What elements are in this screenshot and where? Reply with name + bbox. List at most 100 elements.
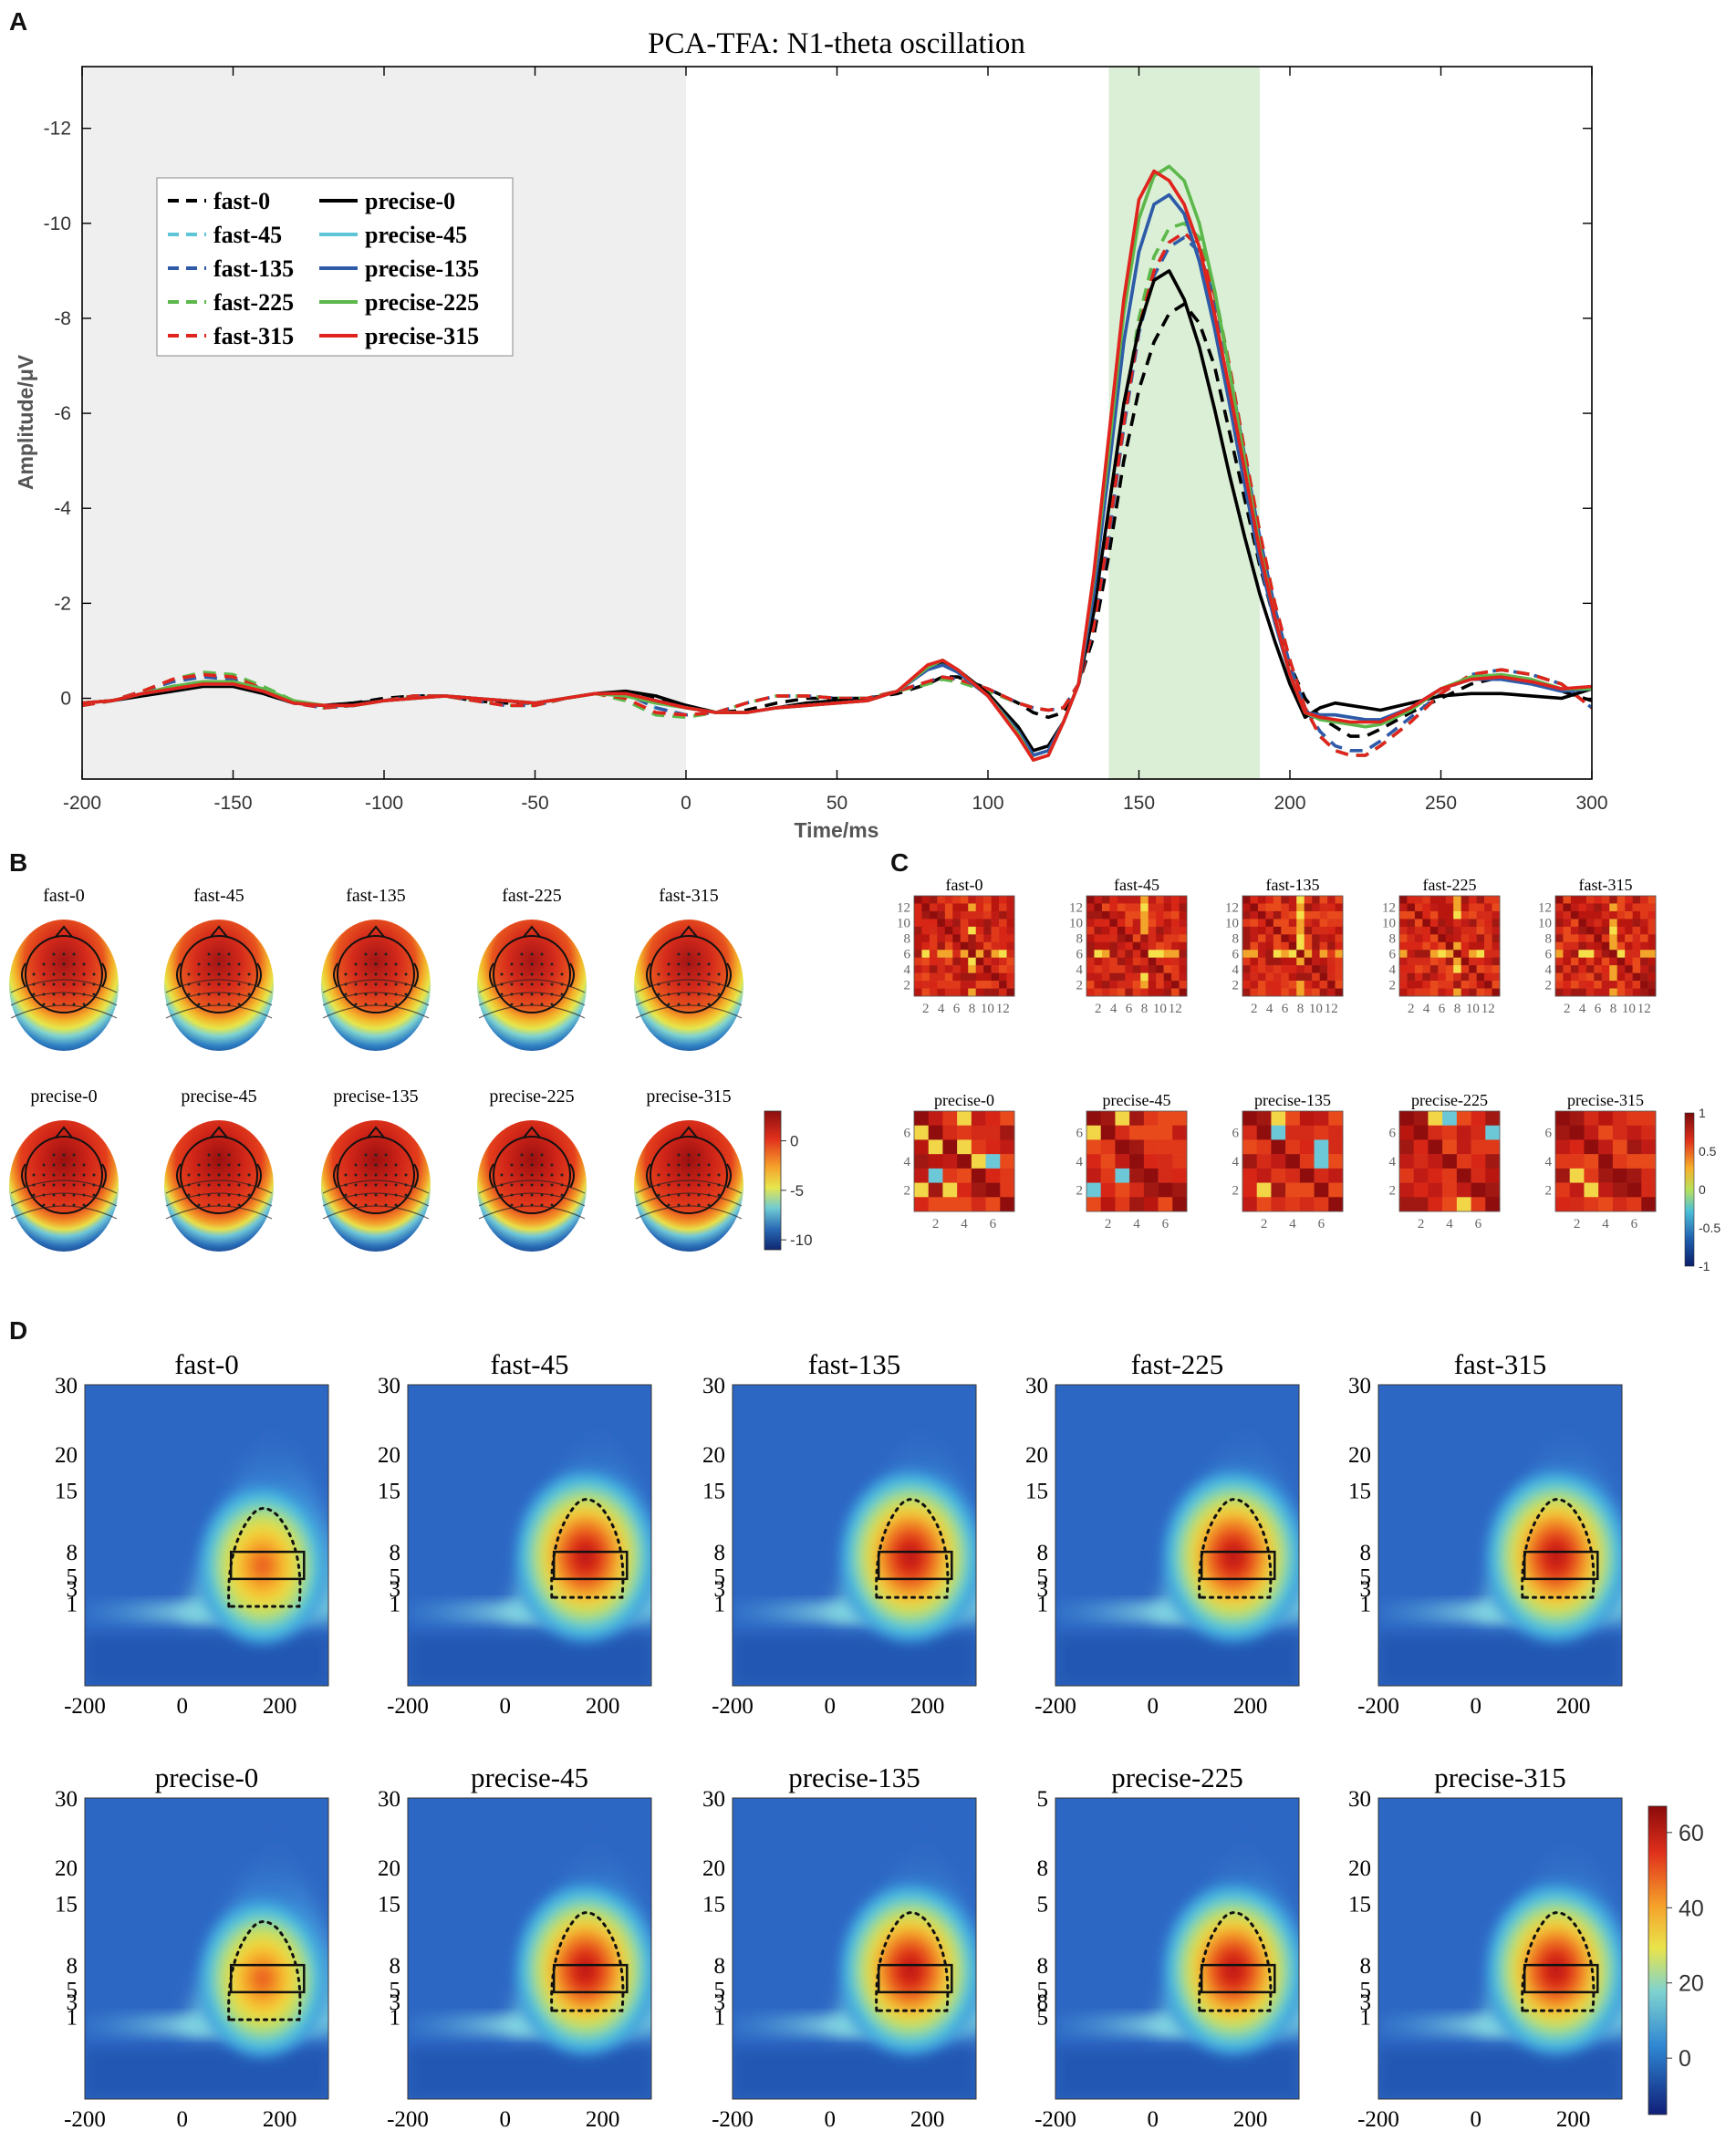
panel-label-c: C [890, 848, 910, 877]
topomap-fast-315: fast-315 [634, 886, 743, 1051]
matrix-xtick: 2 [1408, 1002, 1415, 1016]
matrix-title: fast-0 [946, 876, 983, 894]
x-tick-label: 200 [1273, 793, 1305, 814]
significance-contour [1521, 1498, 1596, 1599]
roi-box [1523, 1550, 1599, 1581]
matrix-ytick: 12 [1069, 901, 1083, 916]
topomap-fast-225: fast-225 [477, 886, 587, 1051]
y-tick-label: -8 [54, 308, 71, 329]
tf-ytick: 5 [1360, 1979, 1372, 2003]
tf-power-blob [510, 1878, 651, 2062]
panel-label-d: D [9, 1316, 28, 1345]
matrix-xtick: 4 [1110, 1002, 1117, 1016]
y-tick-label: -2 [54, 593, 71, 614]
colorbar-tick-label: -10 [790, 1232, 813, 1249]
matrix-ytick: 6 [904, 1127, 911, 1141]
nose-outline [210, 1126, 228, 1138]
tf-ytick: 3 [714, 1577, 726, 1602]
matrix-ytick: 4 [1545, 962, 1553, 977]
ear-outline [101, 962, 107, 988]
tf-ytick: 3 [67, 1990, 78, 2015]
nose-outline [367, 925, 385, 938]
tf-xtick: 0 [1148, 2107, 1159, 2132]
tf-colorbar-ticks: 60 40 20 0 [1667, 1821, 1704, 2072]
tf-xtick: -200 [64, 1694, 106, 1719]
tf-ytick: 5 [1037, 1787, 1049, 1812]
matrix-ytick: 8 [1076, 932, 1084, 947]
significance-contour [1198, 1498, 1273, 1599]
tf-ytick: 8 [67, 1954, 78, 1979]
matrix-xtick: 12 [1169, 1002, 1182, 1016]
tf-xtick: -200 [387, 1694, 429, 1719]
matrix-title: fast-315 [1579, 876, 1633, 894]
panel-a-line-chart: -200 -150 -100 -50 0 50 100 150 200 250 300 -12-10… [14, 27, 1608, 842]
tf-ytick: 5 [714, 1565, 726, 1590]
topomap-precise-0: precise-0 [9, 1086, 119, 1252]
matrix-xtick: 4 [1579, 1002, 1586, 1016]
matrix-xtick: 4 [961, 1217, 968, 1232]
tf-ytick: 5 [1037, 1979, 1049, 2003]
panel-label-a: A [9, 7, 28, 36]
tf-ytick: 5 [1037, 1565, 1049, 1590]
x-tick-label: -200 [63, 793, 101, 814]
matrix-ytick: 6 [1232, 947, 1240, 961]
matrix-ytick: 12 [1382, 901, 1396, 916]
matrix-precise-225: precise-225 6 4 2 2 4 6 [1389, 1091, 1501, 1232]
x-tick-label: 0 [681, 793, 691, 814]
significance-contour [1198, 1911, 1273, 2012]
tf-ytick: 8 [67, 1541, 78, 1565]
y-axis-ticks: -12 -10 -8 -6 -4 -2 0 [44, 119, 1592, 709]
tf-ytick: 1 [714, 1592, 726, 1616]
matrix-ytick: 10 [1538, 917, 1552, 931]
matrix-ytick: 6 [1545, 1127, 1553, 1141]
ear-outline [21, 1163, 26, 1189]
tf-ytick: 15 [702, 1893, 725, 1918]
x-tick-label: 250 [1425, 793, 1457, 814]
matrix-title: precise-225 [1411, 1091, 1488, 1109]
matrix-ytick: 2 [1389, 978, 1397, 993]
matrix-xtick: 2 [1261, 1217, 1268, 1232]
matrix-ytick: 6 [1076, 1127, 1084, 1141]
tf-xtick: -200 [1034, 2107, 1076, 2132]
nose-outline [55, 925, 73, 938]
tf-ytick: 15 [55, 1480, 78, 1504]
ear-outline [489, 962, 494, 988]
legend-label: fast-225 [213, 289, 294, 316]
matrix-xtick: 2 [922, 1002, 930, 1016]
matrix-xtick: 2 [1564, 1002, 1571, 1016]
legend-label: precise-45 [365, 222, 467, 248]
topomap-colorbar [764, 1110, 782, 1251]
y-axis-label: Amplitude/μV [14, 354, 37, 490]
topomap-title: precise-315 [646, 1086, 731, 1107]
topomap-precise-225: precise-225 [477, 1086, 587, 1252]
tf-xtick: 200 [263, 1694, 297, 1719]
legend: fast-0 fast-45 fast-135 fast-225 fast-315 pre… [156, 177, 514, 357]
tf-ytick: 3 [714, 1990, 726, 2015]
tf-ytick: 8 [714, 1541, 726, 1565]
significance-contour [875, 1498, 950, 1599]
matrix-xtick: 12 [1325, 1002, 1338, 1016]
matrix-xtick: 12 [1481, 1002, 1495, 1016]
matrix-ytick: 6 [904, 947, 911, 961]
tf-map-title: fast-0 [174, 1348, 239, 1380]
roi-box [1523, 1963, 1599, 1994]
tf-ytick: 5 [67, 1979, 78, 2003]
tf-ytick: 15 [1025, 1480, 1048, 1504]
tf-xtick: 200 [1233, 1694, 1268, 1719]
tf-power-blob [510, 1465, 651, 1648]
tf-power-blob [1481, 1878, 1622, 2062]
ear-outline [413, 1163, 419, 1189]
tf-ytick: 20 [378, 1856, 400, 1881]
roi-box [229, 1550, 306, 1581]
matrix-xtick: 8 [969, 1002, 976, 1016]
y-tick-label: -12 [44, 119, 71, 140]
topomap-precise-45: precise-45 [164, 1086, 274, 1252]
colorbar-tick-label: 60 [1679, 1821, 1704, 1846]
tf-ytick: 3 [390, 1577, 401, 1602]
matrix-ytick: 6 [1389, 947, 1397, 961]
matrix-ytick: 6 [1232, 1127, 1240, 1141]
topomap-title: fast-0 [43, 886, 85, 906]
tf-xtick: 200 [910, 1694, 945, 1719]
